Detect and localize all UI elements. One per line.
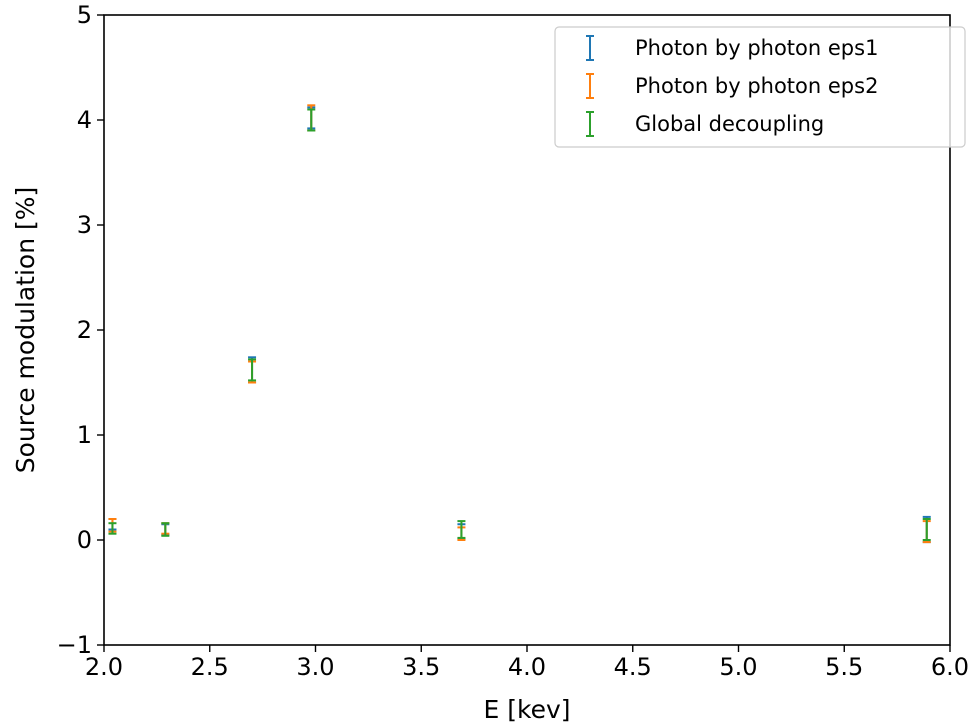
y-tick-label: −1 <box>57 631 92 659</box>
error-bar <box>248 358 257 382</box>
legend-label: Photon by photon eps1 <box>635 36 878 60</box>
y-tick-label: 3 <box>77 211 92 239</box>
x-tick-label: 2.5 <box>191 653 229 681</box>
x-tick-label: 3.0 <box>296 653 334 681</box>
x-tick-label: 2.0 <box>85 653 123 681</box>
series-1 <box>108 106 931 544</box>
x-tick-label: 5.0 <box>719 653 757 681</box>
y-axis-label: Source modulation [%] <box>11 187 40 474</box>
legend: Photon by photon eps1 Photon by photon ep… <box>554 26 966 148</box>
legend-entry: Global decoupling <box>586 111 824 137</box>
series-3 <box>108 108 931 541</box>
error-bar <box>307 108 316 132</box>
legend-entry: Photon by photon eps1 <box>586 35 878 61</box>
legend-label: Global decoupling <box>635 112 824 136</box>
x-tick-label: 3.5 <box>402 653 440 681</box>
legend-box <box>554 26 966 148</box>
x-tick-label: 4.0 <box>508 653 546 681</box>
y-tick-label: 0 <box>77 526 92 554</box>
error-bar <box>457 520 466 539</box>
y-tick-label: 5 <box>77 1 92 29</box>
axis-ticks: 2.0 2.5 3.0 3.5 4.0 4.5 5.0 5.5 6.0 −1 0 1 2 3 4 5 <box>57 1 969 681</box>
x-tick-label: 4.5 <box>614 653 652 681</box>
y-tick-label: 1 <box>77 421 92 449</box>
y-tick-label: 2 <box>77 316 92 344</box>
x-axis-label: E [kev] <box>483 695 570 724</box>
x-tick-label: 6.0 <box>931 653 969 681</box>
legend-label: Photon by photon eps2 <box>635 74 878 98</box>
data-marks <box>108 104 931 544</box>
y-tick-label: 4 <box>77 106 92 134</box>
error-bar <box>108 522 117 535</box>
error-bar <box>161 522 170 537</box>
series-2 <box>108 104 931 544</box>
legend-entry: Photon by photon eps2 <box>586 73 878 99</box>
x-tick-label: 5.5 <box>825 653 863 681</box>
error-bar <box>922 518 931 541</box>
